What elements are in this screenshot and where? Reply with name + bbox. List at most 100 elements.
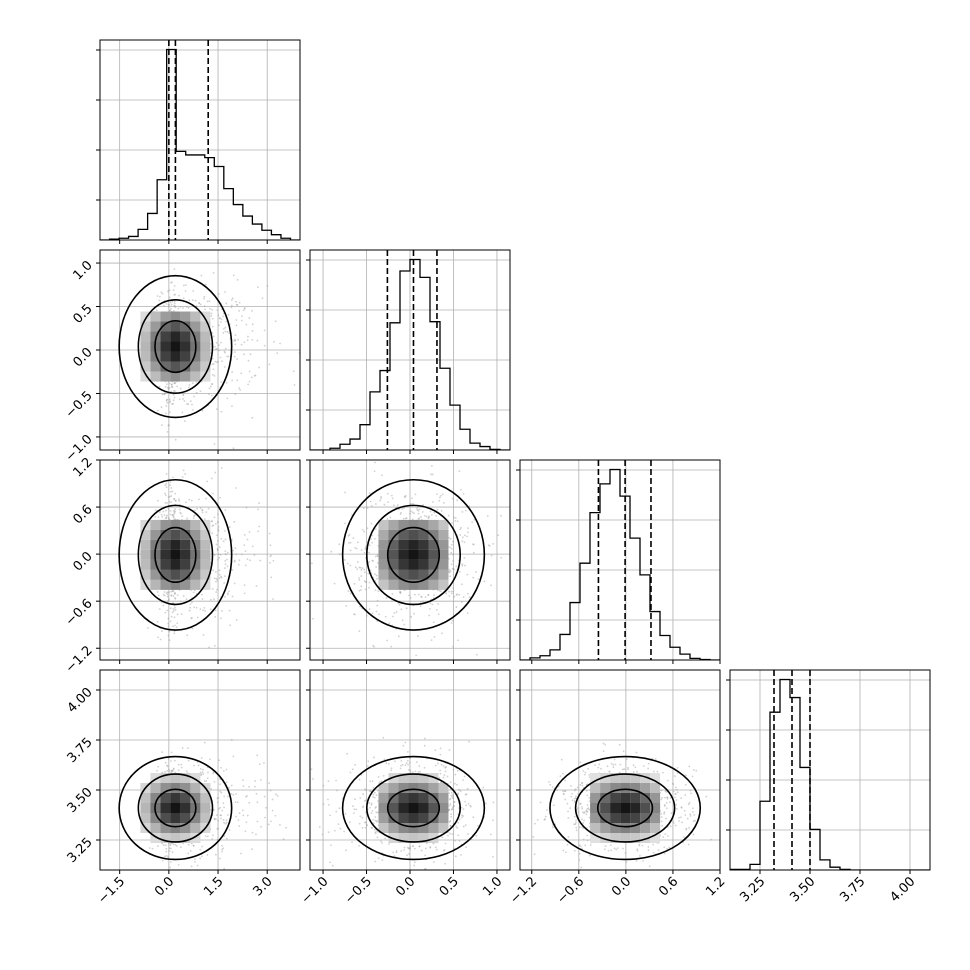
density-cell [200, 569, 211, 580]
scatter-point [557, 785, 560, 788]
scatter-point [614, 763, 617, 766]
scatter-point [223, 327, 225, 330]
scatter-point [455, 565, 458, 568]
density-contour [118, 478, 233, 631]
scatter-point [170, 590, 173, 593]
scatter-point [198, 301, 200, 304]
panel-frame [99, 669, 301, 871]
scatter-point [371, 780, 374, 783]
scatter-point [170, 495, 173, 497]
scatter-point [453, 805, 456, 807]
scatter-point [627, 766, 629, 769]
density-cell [610, 783, 621, 793]
scatter-point [449, 797, 452, 800]
scatter-point [251, 831, 254, 834]
scatter-point [412, 845, 414, 848]
scatter-point [203, 606, 206, 609]
scatter-point [685, 827, 688, 830]
scatter-point [167, 424, 170, 427]
scatter-point [642, 860, 644, 862]
scatter-point [363, 571, 366, 574]
density-cell [630, 783, 641, 793]
density-cell [388, 793, 399, 803]
scatter-point [613, 847, 616, 850]
x-tick-label: −1.2 [507, 874, 540, 907]
x-tick-label: −1.0 [299, 874, 332, 907]
scatter-point [268, 782, 271, 785]
scatter-point [168, 386, 171, 389]
density-cell [180, 569, 191, 580]
scatter-point [451, 795, 454, 798]
scatter-point [215, 361, 218, 364]
scatter-point [201, 771, 204, 774]
scatter-point [482, 786, 485, 789]
density-cell [398, 783, 409, 793]
scatter-point [223, 567, 226, 569]
scatter-point [217, 513, 219, 516]
scatter-point [174, 771, 177, 774]
density-cell [160, 539, 171, 550]
scatter-point [311, 540, 313, 542]
scatter-point [212, 569, 215, 572]
scatter-point [610, 849, 613, 852]
scatter-point [215, 347, 218, 350]
scatter-point [434, 846, 437, 849]
scatter-point [240, 372, 243, 375]
scatter-point [205, 511, 208, 514]
scatter-point [164, 611, 167, 614]
scatter-point [165, 303, 168, 305]
scatter-point [238, 559, 241, 562]
density-cell [398, 773, 409, 783]
scatter-point [374, 807, 377, 809]
scatter-point [615, 848, 618, 851]
scatter-point [207, 771, 209, 774]
scatter-point [409, 512, 411, 515]
scatter-point [212, 335, 215, 338]
scatter-point [246, 794, 248, 797]
scatter-point [165, 412, 167, 415]
scatter-point [166, 600, 169, 603]
scatter-point [438, 499, 441, 502]
density-cell [140, 331, 151, 342]
scatter-point [368, 551, 370, 554]
density-cell [190, 361, 201, 372]
scatter-point [391, 600, 393, 603]
scatter-point [159, 295, 161, 298]
density-cell [590, 823, 601, 833]
scatter-point [219, 341, 222, 344]
scatter-point [168, 847, 171, 849]
scatter-point [251, 309, 253, 312]
scatter-point [461, 511, 464, 513]
scatter-point [186, 747, 189, 750]
scatter-point [580, 866, 583, 869]
scatter-point [678, 816, 680, 819]
density-cell [630, 823, 641, 833]
scatter-point [401, 763, 404, 766]
scatter-point [187, 843, 190, 846]
scatter-point [395, 850, 398, 852]
scatter-point [253, 554, 256, 556]
scatter-point [236, 379, 239, 382]
scatter-point [168, 591, 170, 594]
scatter-point [450, 551, 453, 554]
scatter-point [376, 811, 379, 814]
scatter-point [165, 399, 168, 401]
scatter-point [363, 551, 366, 554]
scatter-point [216, 534, 218, 537]
scatter-point [444, 766, 447, 769]
density-cell [180, 529, 191, 540]
scatter-point [460, 583, 463, 586]
scatter-point [638, 843, 641, 846]
scatter-point [215, 591, 218, 594]
density-cell [610, 773, 621, 783]
scatter-point [472, 543, 474, 546]
scatter-point [168, 289, 171, 291]
scatter-point [212, 771, 215, 774]
scatter-point [351, 841, 353, 844]
scatter-point [410, 615, 413, 618]
scatter-point [564, 779, 567, 782]
scatter-point [180, 512, 182, 515]
scatter-point [169, 301, 172, 304]
scatter-point [419, 770, 421, 773]
scatter-point [173, 593, 176, 595]
